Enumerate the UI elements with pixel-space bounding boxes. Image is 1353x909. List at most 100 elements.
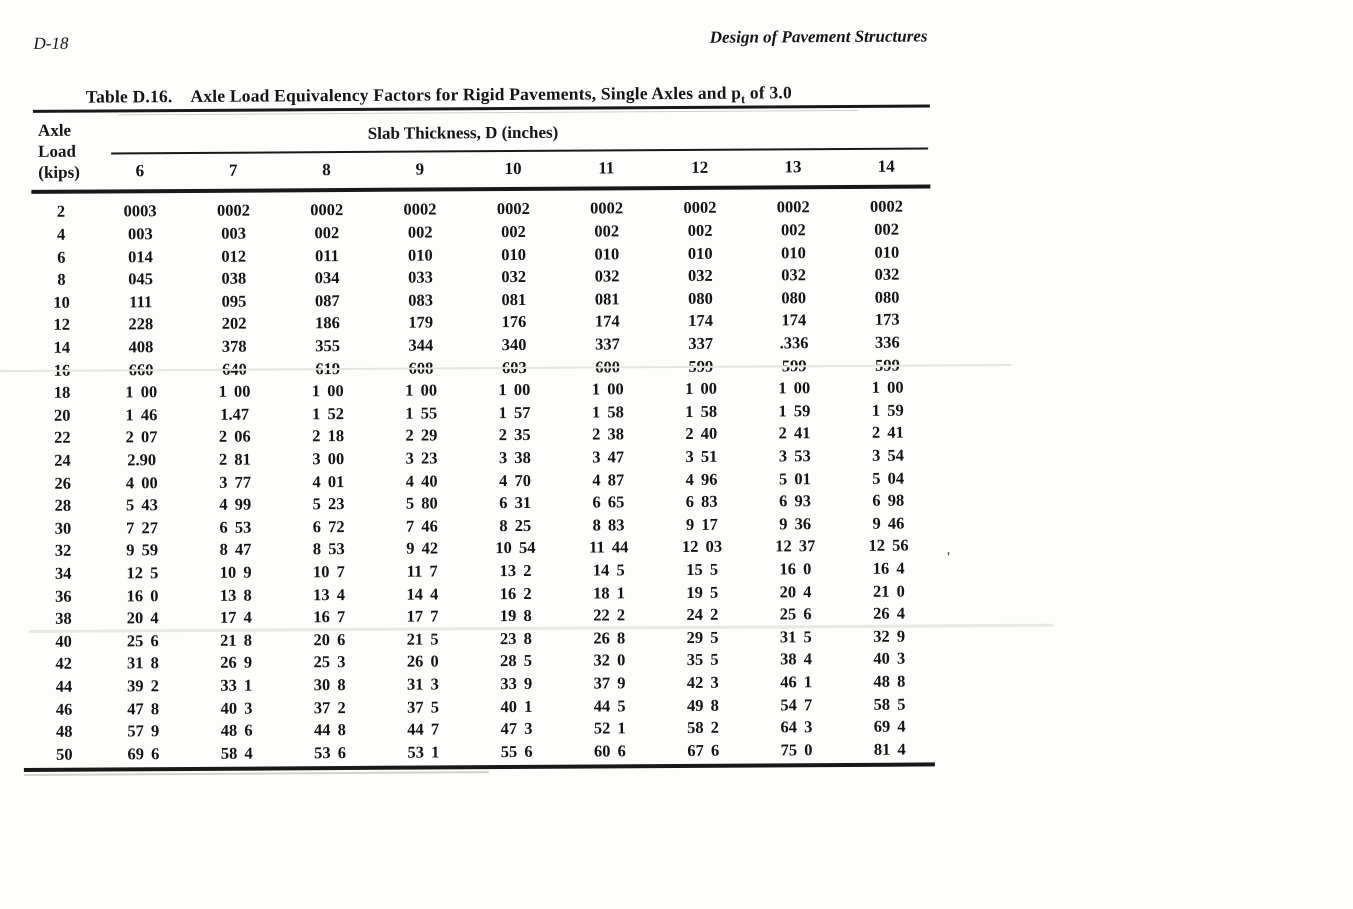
value-cell-d8: 8 53 (312, 539, 345, 559)
column-header-d11: 11 (598, 158, 615, 178)
value-cell-d6: 25 6 (126, 631, 159, 651)
value-cell-d12: 4 96 (685, 469, 718, 489)
value-cell-d9: 083 (408, 290, 434, 310)
value-cell-d7: 1 00 (218, 381, 251, 401)
axle-load-cell: 36 (55, 586, 72, 606)
value-cell-d9: 14 4 (406, 584, 439, 604)
value-cell-d12: 19 5 (686, 582, 719, 602)
value-cell-d6: 69 6 (127, 744, 160, 764)
value-cell-d9: 4 40 (405, 471, 438, 491)
value-cell-d7: 17 4 (219, 607, 252, 628)
value-cell-d8: 0002 (310, 200, 344, 220)
value-cell-d12: 35 5 (686, 650, 719, 670)
axle-load-cell: 44 (55, 676, 73, 696)
axle-load-cell: 22 (54, 428, 71, 448)
value-cell-d13: 002 (780, 220, 806, 240)
value-cell-d14: 3 54 (872, 445, 905, 465)
value-cell-d9: 53 1 (407, 742, 440, 762)
value-cell-d6: 408 (128, 337, 154, 357)
value-cell-d12: 6 83 (685, 491, 718, 512)
value-cell-d10: 23 8 (499, 628, 532, 648)
value-cell-d14: 0002 (869, 196, 904, 217)
value-cell-d13: 0002 (776, 197, 810, 217)
value-cell-d14: 1 00 (871, 377, 904, 397)
value-cell-d8: 355 (315, 336, 340, 356)
value-cell-d9: 010 (407, 245, 433, 265)
value-cell-d11: 174 (594, 311, 620, 331)
value-cell-d8: 186 (314, 313, 340, 333)
value-cell-d7: 4 99 (219, 494, 252, 515)
value-cell-d8: 30 8 (313, 675, 346, 695)
value-cell-d13: 38 4 (779, 649, 812, 669)
value-cell-d7: 58 4 (220, 743, 253, 763)
value-cell-d10: 032 (501, 267, 527, 287)
value-cell-d7: 33 1 (220, 675, 253, 695)
axle-load-cell: 42 (55, 654, 73, 674)
value-cell-d13: 12 37 (775, 536, 816, 556)
value-cell-d8: 25 3 (313, 652, 346, 672)
value-cell-d11: 010 (594, 243, 620, 264)
value-cell-d10: 8 25 (499, 515, 532, 535)
value-cell-d9: 17 7 (406, 606, 439, 626)
value-cell-d13: 64 3 (780, 717, 813, 737)
value-cell-d13: 5 01 (778, 468, 811, 488)
axle-load-cell: 34 (54, 563, 72, 583)
value-cell-d14: 5 04 (872, 468, 905, 488)
value-cell-d14: 336 (874, 332, 900, 352)
table-caption-label: Table D.16. (85, 86, 173, 107)
value-cell-d10: 16 2 (499, 583, 532, 603)
value-cell-d13: 6 93 (779, 491, 812, 511)
value-cell-d13: 25 6 (779, 604, 812, 624)
caption-text-pre: Axle Load Equivalency Factors for Rigid … (190, 82, 742, 106)
value-cell-d6: 045 (128, 269, 153, 289)
value-cell-d14: 69 4 (873, 716, 906, 737)
axle-load-cell: 20 (53, 405, 71, 425)
column-header-row: 6 7 8 9 10 11 12 13 14 (28, 153, 933, 185)
column-header-d14: 14 (877, 156, 895, 176)
value-cell-d11: 1 00 (591, 379, 624, 399)
value-cell-d12: 15 5 (686, 559, 719, 579)
value-cell-d9: 179 (408, 312, 434, 332)
value-cell-d6: 9 59 (126, 540, 159, 560)
value-cell-d11: 8 83 (592, 515, 625, 535)
value-cell-d7: 21 8 (220, 630, 253, 650)
value-cell-d11: 52 1 (593, 718, 626, 738)
value-cell-d7: 095 (221, 291, 247, 311)
value-cell-d6: 003 (127, 224, 153, 244)
value-cell-d6: 31 8 (126, 653, 159, 673)
value-cell-d13: 010 (781, 242, 806, 262)
value-cell-d6: 5 43 (125, 495, 158, 515)
value-cell-d14: 080 (874, 287, 900, 307)
value-cell-d10: 47 3 (500, 719, 533, 739)
value-cell-d8: 16 7 (313, 607, 346, 627)
slab-thickness-spanner: Slab Thickness, D (inches) (367, 122, 559, 143)
value-cell-d6: 47 8 (127, 698, 160, 719)
value-cell-d11: 032 (594, 266, 620, 286)
value-cell-d7: 3 77 (219, 472, 252, 492)
value-cell-d8: 1 52 (311, 403, 344, 424)
value-cell-d13: 1 00 (778, 378, 811, 398)
value-cell-d8: 20 6 (313, 629, 346, 650)
value-cell-d11: 18 1 (592, 582, 625, 603)
axle-load-cell: 26 (54, 473, 71, 493)
value-cell-d11: 6 65 (592, 492, 625, 512)
value-cell-d12: 12 03 (681, 537, 723, 557)
table-caption-text: Axle Load Equivalency Factors for Rigid … (190, 82, 792, 106)
value-cell-d14: 21 0 (872, 581, 905, 601)
header-rule (31, 184, 931, 194)
value-cell-d11: 22 2 (593, 605, 626, 625)
column-header-d8: 8 (322, 160, 331, 180)
value-cell-d10: 0002 (496, 199, 530, 219)
value-cell-d9: 2 29 (405, 425, 438, 446)
axle-load-cell: 24 (54, 450, 71, 470)
value-cell-d11: 26 8 (593, 628, 626, 648)
table-body: 2 0003 0002 0002 0002 0002 0002 0002 0002 0002 4 00… (28, 195, 936, 766)
value-cell-d10: 1 00 (498, 380, 531, 400)
value-cell-d9: 1 00 (405, 380, 438, 400)
value-cell-d6: 111 (129, 291, 153, 312)
value-cell-d8: 3 00 (312, 449, 345, 469)
value-cell-d14: 2 41 (871, 423, 904, 443)
value-cell-d10: 28 5 (500, 651, 533, 671)
value-cell-d12: 1 58 (685, 401, 718, 421)
value-cell-d12: 174 (688, 311, 714, 331)
